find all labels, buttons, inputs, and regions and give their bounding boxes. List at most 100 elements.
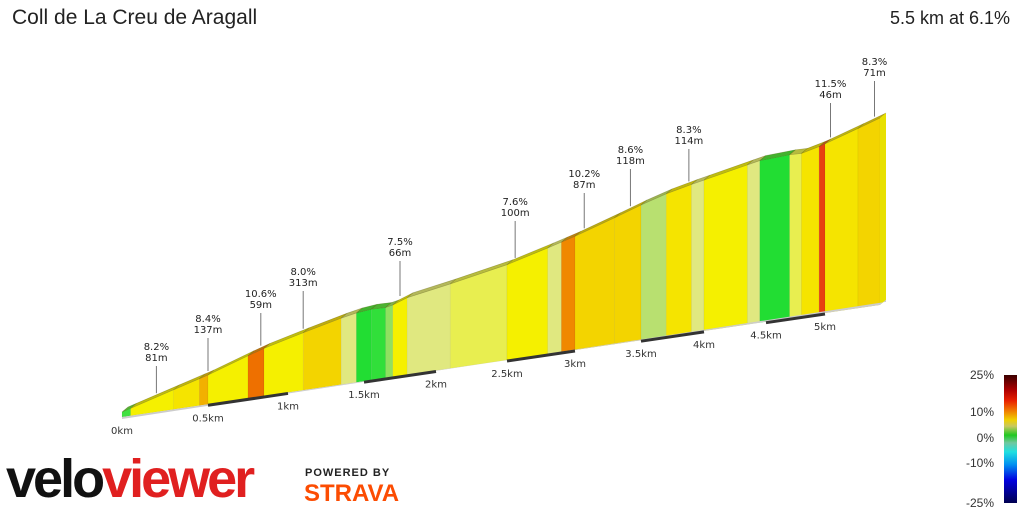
km-band bbox=[640, 330, 705, 343]
x-tick-label: 1.5km bbox=[348, 390, 379, 401]
grade-segment[interactable] bbox=[614, 204, 642, 345]
annotation-length: 46m bbox=[819, 90, 841, 101]
grade-segment[interactable] bbox=[818, 143, 826, 315]
km-band bbox=[207, 391, 289, 407]
annotation-grade: 10.6% bbox=[245, 289, 277, 300]
grade-segment[interactable] bbox=[356, 308, 372, 383]
grade-segment-shade bbox=[825, 123, 864, 144]
grade-segment[interactable] bbox=[824, 128, 859, 314]
grade-segment-shade bbox=[407, 278, 457, 298]
grade-segment-shade bbox=[819, 138, 831, 147]
grade-segment-shade bbox=[450, 259, 513, 284]
grade-segment[interactable] bbox=[506, 247, 549, 361]
km-band bbox=[363, 370, 437, 384]
grade-segment-shade bbox=[789, 148, 808, 155]
annotation-length: 118m bbox=[616, 156, 645, 167]
grade-segment[interactable] bbox=[392, 297, 408, 378]
grade-segment-shade bbox=[208, 350, 254, 375]
powered-by-label: POWERED BY bbox=[305, 467, 391, 479]
annotation-grade: 8.0% bbox=[290, 267, 315, 278]
annotation-length: 100m bbox=[501, 208, 530, 219]
grade-segment-shade bbox=[122, 403, 137, 412]
grade-segment-shade bbox=[248, 343, 270, 356]
grade-segment[interactable] bbox=[406, 283, 451, 376]
grade-segment-shade bbox=[614, 200, 647, 218]
annotation-length: 81m bbox=[145, 353, 167, 364]
grade-segment-shade bbox=[704, 159, 754, 181]
x-tick-label: 3.5km bbox=[625, 349, 656, 360]
grade-segment-shade bbox=[385, 300, 399, 308]
grade-segment-shade bbox=[199, 370, 214, 379]
grade-segment[interactable] bbox=[340, 312, 357, 385]
grade-segment[interactable] bbox=[759, 154, 790, 323]
grade-segment-shade bbox=[371, 302, 392, 310]
strava-logo[interactable]: STRAVA bbox=[304, 480, 400, 507]
grade-color-scale bbox=[1004, 375, 1017, 503]
scale-label: 25% bbox=[969, 368, 994, 382]
annotation-grade: 8.3% bbox=[862, 57, 887, 68]
grade-segment[interactable] bbox=[547, 241, 562, 355]
grade-segment-shade bbox=[507, 242, 554, 265]
grade-segment[interactable] bbox=[561, 235, 576, 353]
annotation-grade: 8.3% bbox=[676, 125, 701, 136]
grade-segment[interactable] bbox=[370, 307, 386, 381]
grade-segment[interactable] bbox=[665, 184, 692, 337]
scale-label: 0% bbox=[976, 431, 994, 445]
veloviewer-logo[interactable]: veloviewer bbox=[6, 449, 255, 509]
grade-segment-shade bbox=[691, 175, 710, 185]
grade-segment[interactable] bbox=[857, 117, 881, 309]
grade-segment-shade bbox=[641, 188, 673, 205]
grade-segment[interactable] bbox=[691, 179, 705, 334]
x-tick-label: 4km bbox=[693, 340, 715, 351]
logo-viewer: viewer bbox=[102, 449, 255, 509]
annotation-grade: 11.5% bbox=[815, 79, 847, 90]
grade-segment-shade bbox=[666, 179, 698, 194]
x-tick-label: 0km bbox=[111, 426, 133, 437]
baseline bbox=[122, 299, 886, 419]
annotation-length: 71m bbox=[863, 68, 885, 79]
annotation-length: 114m bbox=[674, 136, 703, 147]
segment-summary: 5.5 km at 6.1% bbox=[889, 8, 1010, 28]
annotation-length: 59m bbox=[250, 300, 272, 311]
grade-segment-shade bbox=[341, 307, 363, 319]
x-tick-label: 0.5km bbox=[192, 413, 223, 424]
annotation-length: 66m bbox=[389, 248, 411, 259]
grade-segment-shade bbox=[303, 313, 348, 333]
x-tick-label: 4.5km bbox=[750, 331, 781, 342]
x-tick-label: 1km bbox=[277, 401, 299, 412]
annotation-length: 313m bbox=[289, 278, 318, 289]
grade-segment[interactable] bbox=[247, 348, 265, 399]
x-tick-label: 5km bbox=[814, 322, 836, 333]
annotation-grade: 7.5% bbox=[387, 237, 412, 248]
annotation-grade: 8.4% bbox=[195, 314, 220, 325]
annotation-grade: 7.6% bbox=[502, 197, 527, 208]
annotation-length: 137m bbox=[194, 325, 223, 336]
grade-segment[interactable] bbox=[703, 164, 748, 332]
scale-label: -25% bbox=[965, 496, 994, 510]
scale-label: 10% bbox=[969, 405, 994, 419]
grade-segment-shade bbox=[759, 149, 796, 161]
annotation-grade: 8.6% bbox=[618, 145, 643, 156]
logo-velo: velo bbox=[6, 449, 105, 509]
grade-segment-shade bbox=[356, 304, 378, 313]
segment-title: Coll de La Creu de Aragall bbox=[12, 6, 258, 29]
grade-segment[interactable] bbox=[263, 332, 304, 397]
grade-segment[interactable] bbox=[640, 193, 667, 341]
grade-segment[interactable] bbox=[801, 146, 820, 317]
grade-segment-shade bbox=[130, 384, 180, 409]
grade-segment[interactable] bbox=[747, 160, 761, 325]
grade-segment[interactable] bbox=[385, 304, 394, 379]
grade-segment-shade bbox=[747, 155, 766, 165]
x-tick-label: 2.5km bbox=[491, 369, 522, 380]
grade-segment[interactable] bbox=[574, 217, 615, 351]
x-tick-label: 2km bbox=[425, 380, 447, 391]
grade-segment[interactable] bbox=[199, 374, 209, 406]
grade-segment-shade bbox=[547, 237, 568, 248]
grade-segment-shade bbox=[264, 327, 310, 349]
grade-segment[interactable] bbox=[789, 153, 802, 319]
grade-segment-shade bbox=[858, 113, 886, 129]
profile-end-face bbox=[880, 113, 886, 305]
annotation-grade: 8.2% bbox=[144, 342, 169, 353]
km-band bbox=[765, 312, 826, 325]
annotation-grade: 10.2% bbox=[568, 169, 600, 180]
